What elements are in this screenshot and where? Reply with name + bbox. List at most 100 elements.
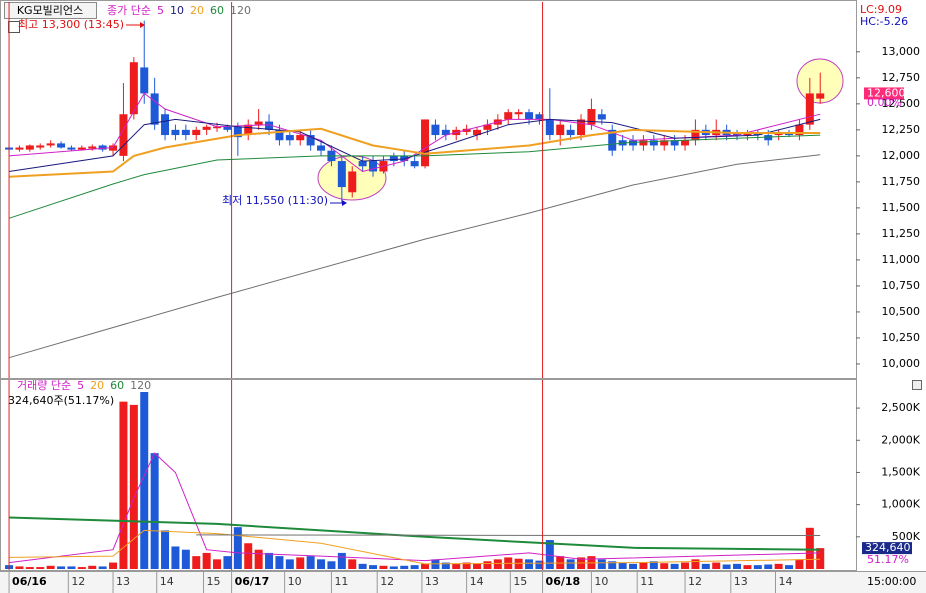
lc-label: LC:9.09 [860, 3, 902, 16]
ma-line [8, 118, 821, 172]
settings-icon[interactable] [8, 21, 20, 33]
volume-bar [649, 561, 658, 569]
candle-body [223, 126, 232, 130]
y-tick-label: 10,750 [882, 279, 921, 292]
volume-bar [753, 565, 762, 569]
y-tick-label: 12,000 [882, 149, 921, 162]
x-tick-label: 06/18 [546, 575, 581, 588]
candle-body [233, 126, 242, 138]
hc-label: HC:-5.26 [860, 15, 908, 28]
volume-info: 324,640주(51.17%) [8, 394, 114, 407]
close-panel-button[interactable] [912, 380, 922, 390]
volume-bar [400, 565, 409, 569]
last-price: 12,600 [867, 86, 906, 99]
volume-bar [15, 566, 24, 569]
volume-bar [681, 562, 690, 569]
volume-panel [0, 379, 857, 571]
candle-body [98, 145, 107, 150]
volume-bar [358, 563, 367, 569]
high-annotation: 최고 13,300 (13:45) [18, 18, 124, 31]
volume-bar [213, 559, 222, 569]
y-tick-label: 11,000 [882, 253, 921, 266]
volume-bar [202, 552, 211, 569]
y-tick-label: 1,000K [881, 498, 920, 511]
volume-bar [712, 562, 721, 569]
candle-body [15, 147, 24, 150]
volume-bar [150, 453, 159, 569]
candle-body [161, 114, 170, 136]
candle-body [733, 132, 742, 136]
candle-body [816, 93, 825, 99]
x-tick-label: 11 [334, 575, 348, 588]
volume-bar [369, 565, 378, 569]
volume-bar [161, 530, 170, 569]
candle-body [275, 129, 284, 141]
x-tick-label: 15 [513, 575, 527, 588]
volume-bar [275, 556, 284, 569]
y-tick-label: 11,250 [882, 227, 921, 240]
volume-bar [462, 562, 471, 569]
symbol-tab[interactable] [4, 2, 97, 19]
candle-body [25, 145, 34, 150]
volume-bar [337, 552, 346, 569]
volume-bar [493, 559, 502, 569]
y-tick-label: 2,000K [881, 433, 920, 446]
volume-bar [816, 548, 825, 569]
x-tick-label: 12 [380, 575, 394, 588]
candle-body [577, 119, 586, 136]
candle-body [202, 126, 211, 130]
low-annotation: 최저 11,550 (11:30) [222, 194, 328, 207]
candle-body [348, 171, 357, 193]
x-tick-label: 10 [288, 575, 302, 588]
change-label: 0.00% [867, 96, 902, 109]
volume-bar [67, 566, 76, 569]
candle-body [265, 121, 274, 130]
legend-entry: 5 [157, 4, 164, 17]
candle-body [285, 135, 294, 141]
volume-bar [639, 562, 648, 569]
legend-entry: 120 [230, 4, 251, 17]
volume-bar [618, 562, 627, 569]
candle-body [670, 140, 679, 146]
y-tick-label: 12,500 [882, 97, 921, 110]
volume-bar [483, 561, 492, 569]
candle-body [77, 147, 86, 150]
candle-body [545, 119, 554, 136]
volume-bar [660, 563, 669, 569]
candle-body [171, 129, 180, 136]
volume-bar [441, 562, 450, 569]
volume-bar [701, 563, 710, 569]
volume-bar [670, 563, 679, 569]
candle-body [67, 147, 76, 150]
candle-body [743, 132, 752, 136]
volume-bar [691, 559, 700, 569]
y-tick-label: 10,250 [882, 331, 921, 344]
candle-body [566, 129, 575, 136]
candle-body [192, 129, 201, 136]
volume-bar [743, 565, 752, 569]
volume-bar [119, 401, 128, 569]
candle-body [608, 129, 617, 151]
volume-bar [77, 567, 86, 569]
legend-entry: 60 [110, 379, 124, 392]
volume-bar [109, 562, 118, 569]
volume-bar [171, 546, 180, 569]
candle-body [774, 132, 783, 136]
volume-bar [244, 543, 253, 569]
candle-body [46, 143, 55, 146]
y-tick-label: 13,000 [882, 45, 921, 58]
y-tick-label: 12,250 [882, 123, 921, 136]
y-tick-label: 10,000 [882, 357, 921, 370]
volume-bar [140, 392, 149, 569]
volume-bar [597, 559, 606, 569]
candle-body [753, 132, 762, 136]
time-label: 15:00:00 [867, 575, 916, 588]
volume-bar [421, 563, 430, 569]
candle-body [36, 145, 45, 148]
x-tick-label: 10 [594, 575, 608, 588]
volume-bar [25, 567, 34, 569]
candle-body [337, 161, 346, 188]
x-tick-label: 13 [116, 575, 130, 588]
